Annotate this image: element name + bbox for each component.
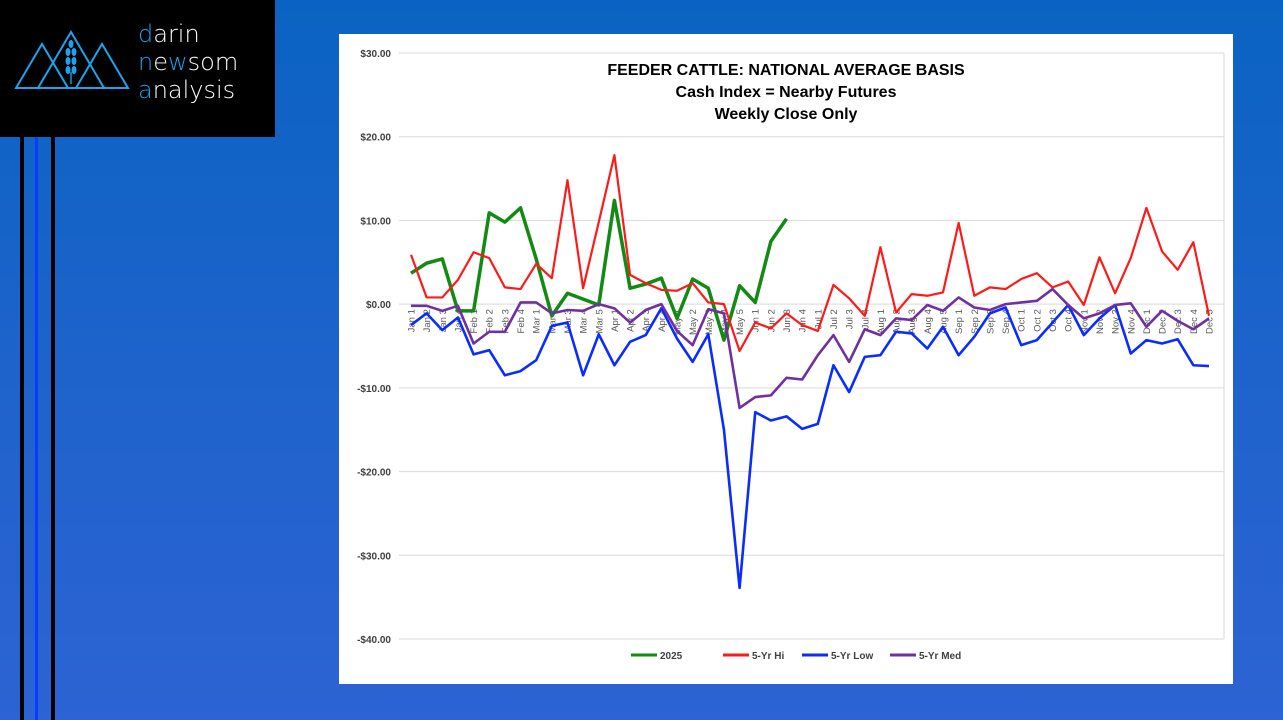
x-tick-label: Feb 3 bbox=[500, 309, 511, 333]
chart-title-line: Weekly Close Only bbox=[715, 106, 858, 123]
x-tick-label: Jan 3 bbox=[438, 309, 449, 332]
x-tick-label: Apr 4 bbox=[657, 309, 668, 332]
x-tick-label: Aug 5 bbox=[939, 309, 950, 334]
x-tick-label: Aug 4 bbox=[923, 309, 934, 334]
x-tick-label: Jun 1 bbox=[751, 309, 762, 332]
x-tick-label: Oct 4 bbox=[1064, 309, 1075, 332]
mountain-wheat-logo-icon bbox=[14, 30, 130, 89]
x-tick-label: Mar 2 bbox=[547, 309, 558, 333]
x-tick-label: Dec 1 bbox=[1142, 309, 1153, 334]
chart-panel: $30.00 $20.00 $10.00 $0.00 -$10.00 -$20.00 -$3… bbox=[339, 34, 1233, 684]
x-tick-label: Mar 3 bbox=[563, 309, 574, 333]
logo: darin newsom analysis bbox=[0, 0, 275, 137]
x-tick-label: Jun 4 bbox=[798, 309, 809, 332]
x-tick-label: Jul 2 bbox=[829, 309, 840, 329]
x-tick-label: Nov 2 bbox=[1095, 309, 1106, 334]
x-tick-label: May 5 bbox=[735, 309, 746, 335]
x-tick-label: May 2 bbox=[688, 309, 699, 335]
x-tick-label: Feb 4 bbox=[516, 309, 527, 333]
decor-line bbox=[20, 137, 24, 720]
x-tick-label: Sep 4 bbox=[1001, 309, 1012, 334]
x-tick-label: Mar 1 bbox=[532, 309, 543, 333]
x-tick-label: Aug 1 bbox=[876, 309, 887, 334]
x-tick-label: Feb 1 bbox=[469, 309, 480, 333]
x-tick-label: Jul 3 bbox=[845, 309, 856, 329]
x-tick-label: Mar 5 bbox=[594, 309, 605, 333]
legend-label: 5-Yr Hi bbox=[752, 651, 784, 662]
series-line-5-yr-med bbox=[411, 287, 1210, 410]
x-tick-label: Dec 5 bbox=[1205, 309, 1216, 334]
x-tick-label: Nov 3 bbox=[1111, 309, 1122, 334]
x-tick-label: Jul 1 bbox=[813, 309, 824, 329]
y-tick-label: -$20.00 bbox=[357, 468, 391, 479]
y-tick-label: $30.00 bbox=[360, 49, 391, 60]
y-tick-label: $10.00 bbox=[360, 216, 391, 227]
y-tick-label: $0.00 bbox=[366, 300, 391, 311]
x-tick-label: Sep 2 bbox=[970, 309, 981, 334]
chart-title-line: Cash Index = Nearby Futures bbox=[676, 84, 897, 101]
x-tick-label: Oct 2 bbox=[1032, 309, 1043, 332]
x-tick-label: Nov 1 bbox=[1079, 309, 1090, 334]
x-tick-label: Jun 2 bbox=[766, 309, 777, 332]
x-tick-label: Aug 3 bbox=[907, 309, 918, 334]
legend-label: 5-Yr Med bbox=[919, 651, 961, 662]
decor-line bbox=[35, 137, 38, 720]
series-line-5-yr-hi bbox=[409, 154, 1211, 353]
x-tick-label: Jun 3 bbox=[782, 309, 793, 332]
x-tick-label: Mar 4 bbox=[579, 309, 590, 333]
x-tick-label: Apr 3 bbox=[641, 309, 652, 332]
x-tick-label: Nov 4 bbox=[1126, 309, 1137, 334]
y-tick-label: $20.00 bbox=[360, 133, 391, 144]
x-tick-label: Oct 1 bbox=[1017, 309, 1028, 332]
logo-text: darin newsom analysis bbox=[138, 20, 239, 104]
y-tick-label: -$40.00 bbox=[357, 635, 391, 646]
y-tick-label: -$30.00 bbox=[357, 551, 391, 562]
series-line-5-yr-low bbox=[410, 303, 1210, 590]
x-tick-label: Jul 4 bbox=[860, 309, 871, 329]
x-tick-label: Apr 1 bbox=[610, 309, 621, 332]
x-tick-label: Dec 2 bbox=[1158, 309, 1169, 334]
x-tick-label: Sep 1 bbox=[954, 309, 965, 334]
x-tick-label: Sep 3 bbox=[985, 309, 996, 334]
legend-label: 2025 bbox=[660, 651, 683, 662]
decor-line bbox=[51, 137, 55, 720]
chart-title-line: FEEDER CATTLE: NATIONAL AVERAGE BASIS bbox=[607, 62, 965, 79]
x-tick-label: May 3 bbox=[704, 309, 715, 335]
x-tick-label: Jan 2 bbox=[422, 309, 433, 332]
x-tick-label: Aug 2 bbox=[892, 309, 903, 334]
y-tick-label: -$10.00 bbox=[357, 384, 391, 395]
basis-line-chart: $30.00 $20.00 $10.00 $0.00 -$10.00 -$20.00 -$3… bbox=[357, 49, 1225, 662]
legend-label: 5-Yr Low bbox=[831, 651, 873, 662]
x-tick-label: Feb 2 bbox=[485, 309, 496, 333]
x-tick-label: May 1 bbox=[673, 309, 684, 335]
x-tick-label: Jan 1 bbox=[407, 309, 418, 332]
x-tick-label: Dec 4 bbox=[1189, 309, 1200, 334]
